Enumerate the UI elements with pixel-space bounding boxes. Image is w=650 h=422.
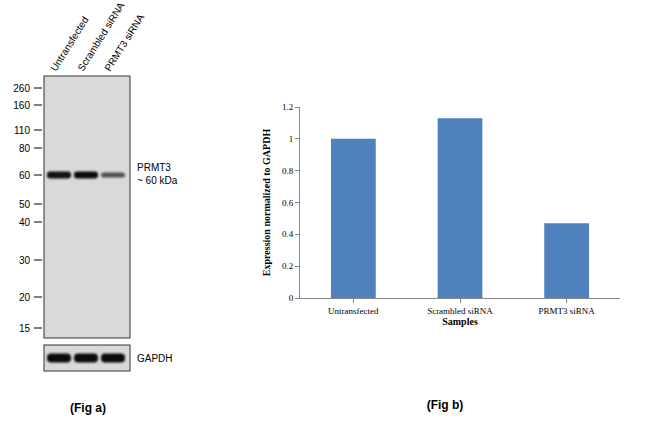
svg-text:Scrambled siRNA: Scrambled siRNA [427,306,493,316]
svg-text:PRMT3 siRNA: PRMT3 siRNA [102,12,146,73]
svg-text:0.8: 0.8 [282,166,294,176]
svg-text:60: 60 [19,170,31,181]
svg-text:260: 260 [13,83,30,94]
svg-text:(Fig a): (Fig a) [70,401,106,415]
svg-text:50: 50 [19,199,31,210]
svg-text:Samples: Samples [442,316,478,327]
svg-text:80: 80 [19,143,31,154]
svg-text:PRMT3 siRNA: PRMT3 siRNA [539,306,596,316]
svg-text:30: 30 [19,255,31,266]
svg-text:~ 60 kDa: ~ 60 kDa [137,175,178,186]
svg-text:0.6: 0.6 [282,198,294,208]
svg-text:20: 20 [19,292,31,303]
svg-text:1: 1 [289,134,294,144]
svg-text:Untransfected: Untransfected [48,14,91,74]
svg-text:1.2: 1.2 [282,102,293,112]
svg-text:160: 160 [13,100,30,111]
html-text:(Fig b): (Fig b) [426,398,464,412]
svg-text:Expression normalized to GAPDH: Expression normalized to GAPDH [261,129,272,277]
svg-text:15: 15 [19,323,31,334]
svg-text:Scrambled siRNA: Scrambled siRNA [75,0,126,73]
svg-text:Untransfected: Untransfected [328,306,379,316]
svg-text:0: 0 [289,293,294,303]
svg-text:110: 110 [14,125,30,136]
svg-text:PRMT3: PRMT3 [137,162,171,173]
svg-text:0.4: 0.4 [282,229,294,239]
svg-text:0.2: 0.2 [282,261,293,271]
svg-text:GAPDH: GAPDH [137,353,173,364]
svg-text:40: 40 [19,217,31,228]
